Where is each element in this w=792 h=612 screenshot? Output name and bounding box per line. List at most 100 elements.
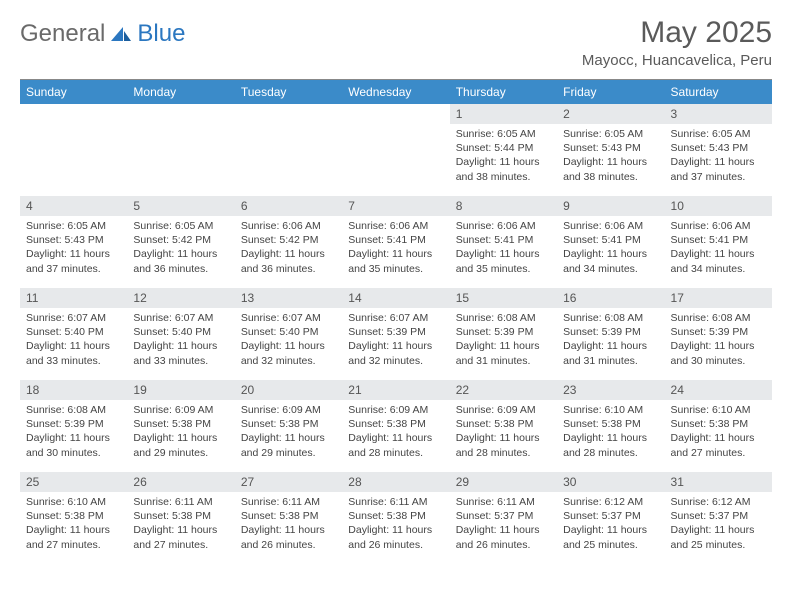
day-cell: 28Sunrise: 6:11 AMSunset: 5:38 PMDayligh… — [342, 472, 449, 564]
day-cell: 9Sunrise: 6:06 AMSunset: 5:41 PMDaylight… — [557, 196, 664, 288]
day-details: Sunrise: 6:07 AMSunset: 5:40 PMDaylight:… — [235, 308, 342, 374]
day-details: Sunrise: 6:09 AMSunset: 5:38 PMDaylight:… — [342, 400, 449, 466]
day-cell: 5Sunrise: 6:05 AMSunset: 5:42 PMDaylight… — [127, 196, 234, 288]
day-cell: 29Sunrise: 6:11 AMSunset: 5:37 PMDayligh… — [450, 472, 557, 564]
day-details: Sunrise: 6:10 AMSunset: 5:38 PMDaylight:… — [557, 400, 664, 466]
calendar-week-row: 25Sunrise: 6:10 AMSunset: 5:38 PMDayligh… — [20, 472, 772, 564]
dow-tuesday: Tuesday — [235, 80, 342, 105]
day-details: Sunrise: 6:11 AMSunset: 5:38 PMDaylight:… — [342, 492, 449, 558]
day-cell — [127, 104, 234, 196]
day-cell: 30Sunrise: 6:12 AMSunset: 5:37 PMDayligh… — [557, 472, 664, 564]
day-number: 5 — [127, 196, 234, 216]
day-details — [20, 124, 127, 133]
day-details: Sunrise: 6:09 AMSunset: 5:38 PMDaylight:… — [450, 400, 557, 466]
calendar-week-row: 11Sunrise: 6:07 AMSunset: 5:40 PMDayligh… — [20, 288, 772, 380]
day-details: Sunrise: 6:12 AMSunset: 5:37 PMDaylight:… — [557, 492, 664, 558]
calendar-week-row: 1Sunrise: 6:05 AMSunset: 5:44 PMDaylight… — [20, 104, 772, 196]
day-number: 30 — [557, 472, 664, 492]
day-number: 19 — [127, 380, 234, 400]
dow-thursday: Thursday — [450, 80, 557, 105]
day-number: 6 — [235, 196, 342, 216]
month-title: May 2025 — [582, 16, 772, 50]
day-details: Sunrise: 6:07 AMSunset: 5:40 PMDaylight:… — [20, 308, 127, 374]
day-number: 8 — [450, 196, 557, 216]
day-number — [342, 104, 449, 124]
day-number: 1 — [450, 104, 557, 124]
day-details: Sunrise: 6:11 AMSunset: 5:37 PMDaylight:… — [450, 492, 557, 558]
day-details: Sunrise: 6:11 AMSunset: 5:38 PMDaylight:… — [235, 492, 342, 558]
day-cell: 14Sunrise: 6:07 AMSunset: 5:39 PMDayligh… — [342, 288, 449, 380]
day-cell: 26Sunrise: 6:11 AMSunset: 5:38 PMDayligh… — [127, 472, 234, 564]
day-number: 2 — [557, 104, 664, 124]
day-details: Sunrise: 6:08 AMSunset: 5:39 PMDaylight:… — [557, 308, 664, 374]
day-cell: 18Sunrise: 6:08 AMSunset: 5:39 PMDayligh… — [20, 380, 127, 472]
day-cell — [235, 104, 342, 196]
day-cell: 27Sunrise: 6:11 AMSunset: 5:38 PMDayligh… — [235, 472, 342, 564]
day-number: 26 — [127, 472, 234, 492]
day-details: Sunrise: 6:05 AMSunset: 5:43 PMDaylight:… — [20, 216, 127, 282]
day-of-week-row: Sunday Monday Tuesday Wednesday Thursday… — [20, 80, 772, 105]
day-cell: 19Sunrise: 6:09 AMSunset: 5:38 PMDayligh… — [127, 380, 234, 472]
brand-part2: Blue — [137, 20, 185, 48]
day-cell: 6Sunrise: 6:06 AMSunset: 5:42 PMDaylight… — [235, 196, 342, 288]
location-text: Mayocc, Huancavelica, Peru — [582, 52, 772, 69]
day-details: Sunrise: 6:06 AMSunset: 5:41 PMDaylight:… — [450, 216, 557, 282]
day-number: 10 — [665, 196, 772, 216]
day-number: 4 — [20, 196, 127, 216]
dow-sunday: Sunday — [20, 80, 127, 105]
day-number: 18 — [20, 380, 127, 400]
day-cell: 25Sunrise: 6:10 AMSunset: 5:38 PMDayligh… — [20, 472, 127, 564]
brand-sail-icon — [109, 25, 133, 43]
day-details: Sunrise: 6:07 AMSunset: 5:39 PMDaylight:… — [342, 308, 449, 374]
day-number: 23 — [557, 380, 664, 400]
day-number — [127, 104, 234, 124]
day-details: Sunrise: 6:09 AMSunset: 5:38 PMDaylight:… — [235, 400, 342, 466]
dow-saturday: Saturday — [665, 80, 772, 105]
day-number: 27 — [235, 472, 342, 492]
day-cell: 31Sunrise: 6:12 AMSunset: 5:37 PMDayligh… — [665, 472, 772, 564]
day-cell — [20, 104, 127, 196]
day-details: Sunrise: 6:11 AMSunset: 5:38 PMDaylight:… — [127, 492, 234, 558]
day-number — [235, 104, 342, 124]
day-number: 15 — [450, 288, 557, 308]
day-cell: 4Sunrise: 6:05 AMSunset: 5:43 PMDaylight… — [20, 196, 127, 288]
calendar-body: 1Sunrise: 6:05 AMSunset: 5:44 PMDaylight… — [20, 104, 772, 564]
dow-friday: Friday — [557, 80, 664, 105]
day-details: Sunrise: 6:08 AMSunset: 5:39 PMDaylight:… — [20, 400, 127, 466]
day-details: Sunrise: 6:07 AMSunset: 5:40 PMDaylight:… — [127, 308, 234, 374]
day-details: Sunrise: 6:06 AMSunset: 5:41 PMDaylight:… — [557, 216, 664, 282]
day-details: Sunrise: 6:08 AMSunset: 5:39 PMDaylight:… — [450, 308, 557, 374]
day-number: 29 — [450, 472, 557, 492]
day-cell: 23Sunrise: 6:10 AMSunset: 5:38 PMDayligh… — [557, 380, 664, 472]
day-cell: 15Sunrise: 6:08 AMSunset: 5:39 PMDayligh… — [450, 288, 557, 380]
day-cell — [342, 104, 449, 196]
day-number: 20 — [235, 380, 342, 400]
day-number: 11 — [20, 288, 127, 308]
dow-monday: Monday — [127, 80, 234, 105]
day-cell: 1Sunrise: 6:05 AMSunset: 5:44 PMDaylight… — [450, 104, 557, 196]
brand-part1: General — [20, 20, 105, 48]
day-cell: 22Sunrise: 6:09 AMSunset: 5:38 PMDayligh… — [450, 380, 557, 472]
day-details: Sunrise: 6:05 AMSunset: 5:44 PMDaylight:… — [450, 124, 557, 190]
day-details: Sunrise: 6:06 AMSunset: 5:41 PMDaylight:… — [342, 216, 449, 282]
day-details: Sunrise: 6:12 AMSunset: 5:37 PMDaylight:… — [665, 492, 772, 558]
day-details: Sunrise: 6:05 AMSunset: 5:42 PMDaylight:… — [127, 216, 234, 282]
day-number — [20, 104, 127, 124]
day-number: 25 — [20, 472, 127, 492]
day-details: Sunrise: 6:09 AMSunset: 5:38 PMDaylight:… — [127, 400, 234, 466]
day-cell: 11Sunrise: 6:07 AMSunset: 5:40 PMDayligh… — [20, 288, 127, 380]
day-number: 9 — [557, 196, 664, 216]
day-details: Sunrise: 6:05 AMSunset: 5:43 PMDaylight:… — [557, 124, 664, 190]
day-number: 24 — [665, 380, 772, 400]
day-cell: 21Sunrise: 6:09 AMSunset: 5:38 PMDayligh… — [342, 380, 449, 472]
day-cell: 24Sunrise: 6:10 AMSunset: 5:38 PMDayligh… — [665, 380, 772, 472]
day-number: 22 — [450, 380, 557, 400]
day-cell: 3Sunrise: 6:05 AMSunset: 5:43 PMDaylight… — [665, 104, 772, 196]
title-block: May 2025 Mayocc, Huancavelica, Peru — [582, 16, 772, 69]
calendar-week-row: 4Sunrise: 6:05 AMSunset: 5:43 PMDaylight… — [20, 196, 772, 288]
day-cell: 12Sunrise: 6:07 AMSunset: 5:40 PMDayligh… — [127, 288, 234, 380]
day-cell: 16Sunrise: 6:08 AMSunset: 5:39 PMDayligh… — [557, 288, 664, 380]
calendar-table: Sunday Monday Tuesday Wednesday Thursday… — [20, 79, 772, 564]
day-cell: 10Sunrise: 6:06 AMSunset: 5:41 PMDayligh… — [665, 196, 772, 288]
day-cell: 8Sunrise: 6:06 AMSunset: 5:41 PMDaylight… — [450, 196, 557, 288]
